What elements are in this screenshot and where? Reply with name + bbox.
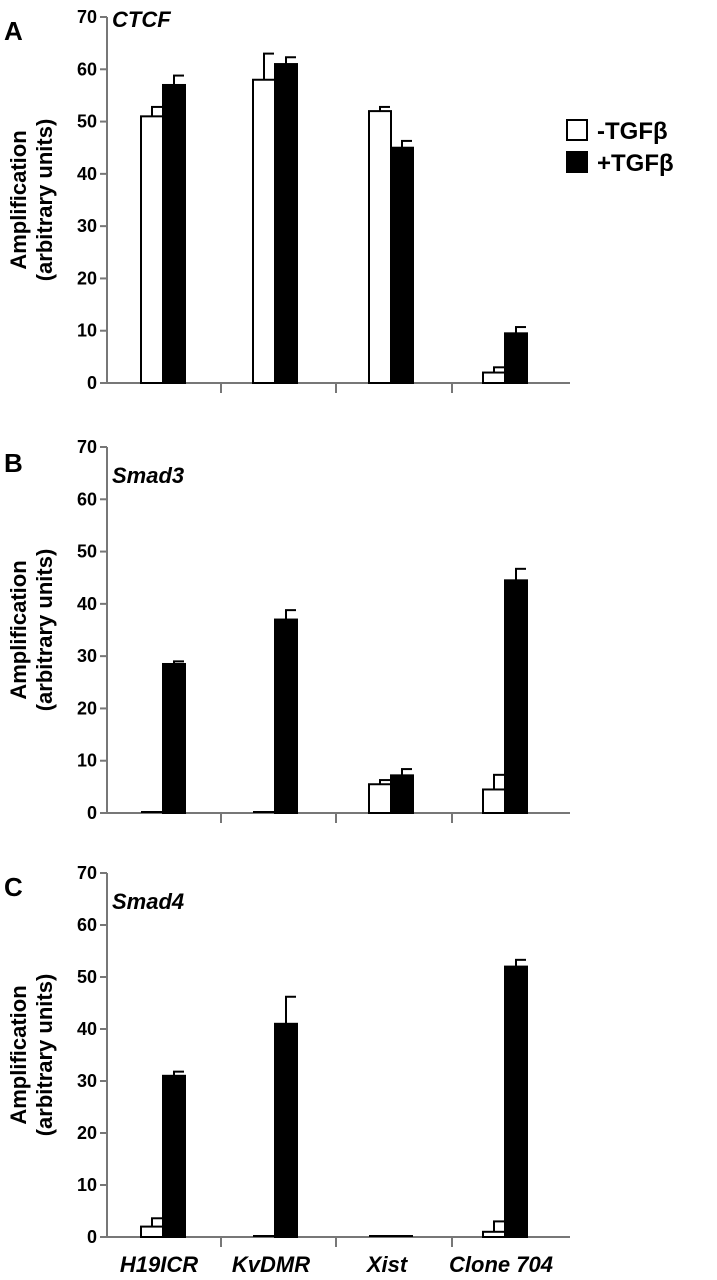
bar bbox=[162, 662, 186, 814]
y-axis-label-line2: (arbitrary units) bbox=[32, 119, 57, 282]
y-tick-label: 0 bbox=[87, 373, 97, 393]
legend-swatch bbox=[566, 151, 588, 173]
y-tick-label: 30 bbox=[77, 646, 97, 666]
y-tick-label: 10 bbox=[77, 1175, 97, 1195]
bar bbox=[140, 115, 164, 384]
bar bbox=[482, 788, 506, 815]
y-axis-label-line2: (arbitrary units) bbox=[32, 974, 57, 1137]
y-tick-label: 60 bbox=[77, 59, 97, 79]
legend-label: +TGFβ bbox=[597, 150, 674, 177]
y-tick-label: 70 bbox=[77, 437, 97, 457]
y-axis-label: Amplification bbox=[6, 130, 31, 269]
panel-letter: C bbox=[4, 872, 23, 902]
bar bbox=[162, 83, 186, 384]
legend-label: -TGFβ bbox=[597, 118, 668, 145]
bar bbox=[504, 965, 528, 1238]
y-tick-label: 20 bbox=[77, 268, 97, 288]
bar bbox=[252, 78, 276, 384]
bar bbox=[368, 783, 392, 815]
y-tick-label: 50 bbox=[77, 542, 97, 562]
bar bbox=[274, 618, 298, 814]
chart-panel-b: B Smad3 0 10 20 30 40 50 60 70 Amplification (arbit… bbox=[4, 437, 570, 823]
category-label: H19ICR bbox=[120, 1252, 198, 1277]
y-tick-label: 0 bbox=[87, 803, 97, 823]
bar bbox=[274, 1022, 298, 1238]
legend-swatch bbox=[566, 119, 588, 141]
y-tick-label: 20 bbox=[77, 698, 97, 718]
y-tick-label: 60 bbox=[77, 915, 97, 935]
y-axis-label-line2: (arbitrary units) bbox=[32, 549, 57, 712]
chart-panel-a: A CTCF 0 10 20 30 40 50 60 70 Amplification (arbitr… bbox=[4, 7, 570, 393]
y-axis-label: Amplification bbox=[6, 985, 31, 1124]
y-tick-label: 0 bbox=[87, 1227, 97, 1247]
y-tick-label: 40 bbox=[77, 1019, 97, 1039]
y-tick-label: 70 bbox=[77, 7, 97, 27]
panel-letter: A bbox=[4, 16, 23, 46]
y-tick-label: 40 bbox=[77, 164, 97, 184]
bar bbox=[162, 1074, 186, 1239]
legend: -TGFβ +TGFβ bbox=[566, 118, 674, 177]
bar bbox=[482, 1230, 506, 1239]
y-axis-label: Amplification bbox=[6, 560, 31, 699]
bar bbox=[274, 63, 298, 385]
y-tick-label: 50 bbox=[77, 967, 97, 987]
y-tick-label: 60 bbox=[77, 489, 97, 509]
category-label: Xist bbox=[365, 1252, 409, 1277]
panel-title: Smad3 bbox=[112, 463, 184, 488]
category-label: KvDMR bbox=[232, 1252, 310, 1277]
y-tick-label: 40 bbox=[77, 594, 97, 614]
y-tick-label: 30 bbox=[77, 216, 97, 236]
bar bbox=[390, 146, 414, 384]
y-tick-label: 10 bbox=[77, 751, 97, 771]
chart-panel-c: C Smad4 0 10 20 30 40 50 60 70 Amplification (arbit… bbox=[4, 863, 570, 1277]
bar bbox=[390, 774, 414, 815]
bar bbox=[140, 1225, 164, 1238]
y-tick-label: 70 bbox=[77, 863, 97, 883]
y-tick-label: 30 bbox=[77, 1071, 97, 1091]
bar bbox=[504, 332, 528, 385]
y-tick-label: 50 bbox=[77, 112, 97, 132]
category-label: Clone 704 bbox=[449, 1252, 553, 1277]
y-tick-label: 10 bbox=[77, 321, 97, 341]
panel-letter: B bbox=[4, 448, 23, 478]
bar bbox=[368, 110, 392, 384]
y-tick-label: 20 bbox=[77, 1123, 97, 1143]
panel-title: CTCF bbox=[112, 7, 171, 32]
panel-title: Smad4 bbox=[112, 889, 184, 914]
bar bbox=[482, 371, 506, 384]
bar bbox=[504, 579, 528, 814]
